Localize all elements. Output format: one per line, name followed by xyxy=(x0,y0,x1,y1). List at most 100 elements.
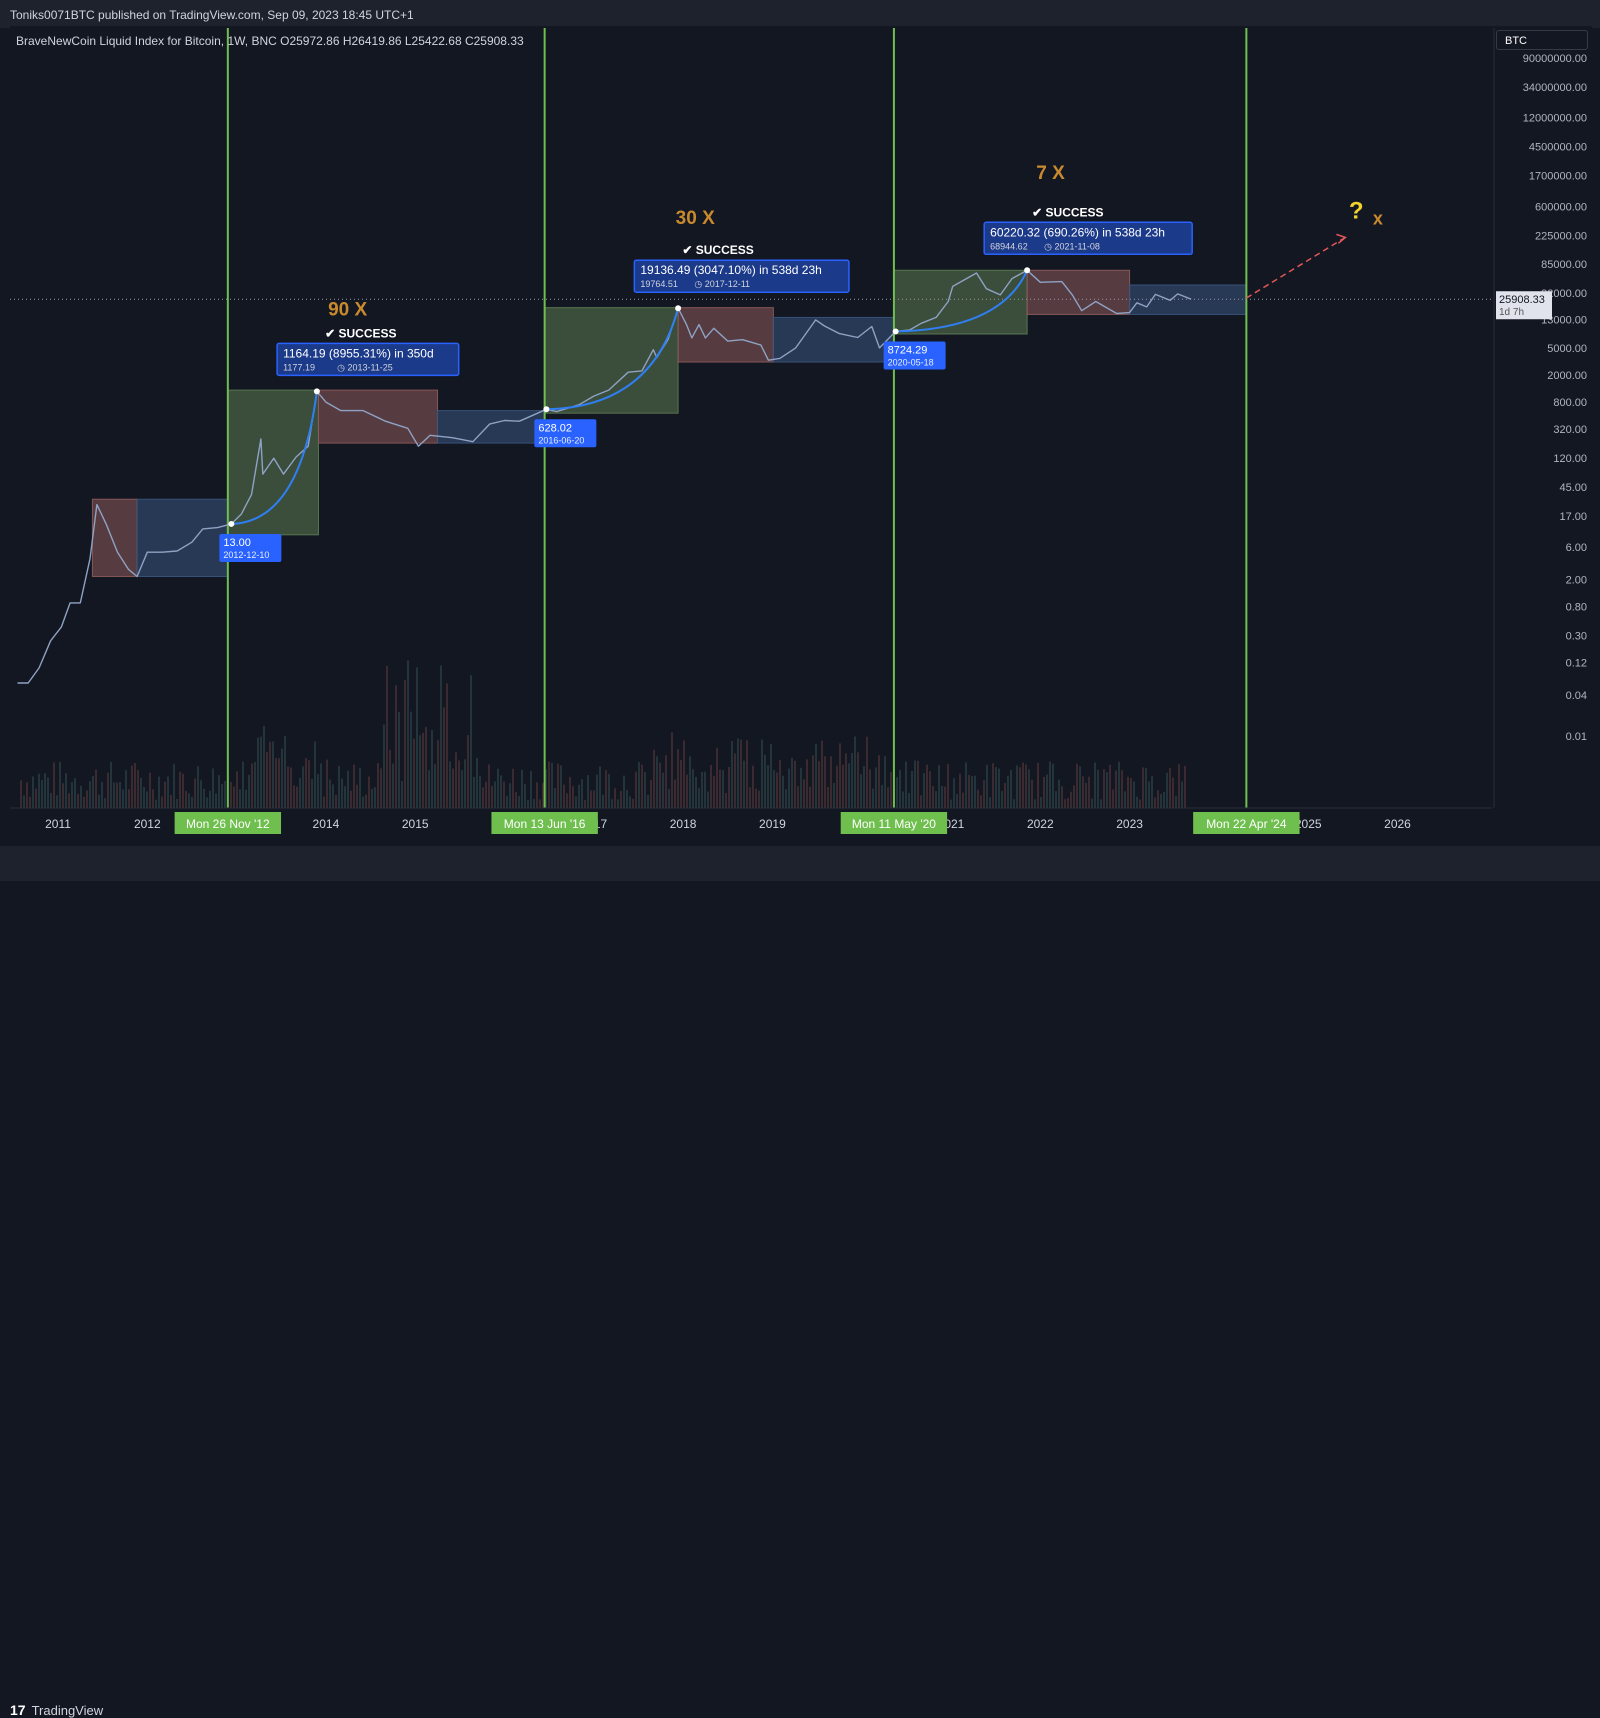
volume-bar xyxy=(1055,791,1057,808)
volume-bar xyxy=(872,788,874,808)
volume-bar xyxy=(647,794,649,808)
volume-bar xyxy=(1166,772,1168,808)
volume-bar xyxy=(101,781,103,808)
price-tick-label: 2000.00 xyxy=(1547,370,1587,382)
volume-bar xyxy=(197,766,199,808)
price-tick-label: 90000000.00 xyxy=(1523,53,1587,65)
volume-bar xyxy=(29,796,31,808)
volume-bar xyxy=(797,786,799,808)
volume-bar xyxy=(1022,762,1024,808)
volume-bar xyxy=(1136,796,1138,808)
price-chart[interactable]: 13.002012-12-10628.022016-06-208724.2920… xyxy=(0,0,1600,881)
volume-bar xyxy=(1028,769,1030,808)
volume-bar xyxy=(698,788,700,808)
volume-bar xyxy=(767,765,769,808)
volume-bar xyxy=(518,795,520,808)
volume-bar xyxy=(410,711,412,808)
price-tick-label: 1700000.00 xyxy=(1529,171,1587,183)
volume-bar xyxy=(212,768,214,808)
volume-bar xyxy=(818,761,820,808)
price-tick-label: 225000.00 xyxy=(1535,230,1587,242)
volume-bar xyxy=(650,779,652,808)
volume-bar xyxy=(1064,799,1066,808)
volume-bar xyxy=(611,799,613,808)
time-tick-label: 2014 xyxy=(313,817,340,831)
gain-label-peak: 1177.19 xyxy=(283,362,315,372)
volume-bar xyxy=(251,763,253,808)
volume-bar xyxy=(533,798,535,808)
prediction-arrow-head xyxy=(1336,233,1347,244)
volume-bar xyxy=(515,791,517,808)
volume-bar xyxy=(353,764,355,808)
volume-bar xyxy=(779,759,781,808)
volume-bar xyxy=(725,792,727,808)
volume-bar xyxy=(587,775,589,808)
volume-bar xyxy=(218,775,220,808)
volume-bar xyxy=(476,757,478,808)
prediction-x: x xyxy=(1373,208,1383,228)
tradingview-logo[interactable]: 17 TradingView xyxy=(10,1702,103,1718)
volume-bar xyxy=(500,775,502,808)
gain-label-box xyxy=(276,342,460,377)
volume-bar xyxy=(1121,770,1123,808)
volume-bar xyxy=(614,788,616,808)
gain-label-text: 1164.19 (8955.31%) in 350d xyxy=(283,346,434,360)
volume-bar xyxy=(1010,769,1012,808)
volume-bar xyxy=(653,749,655,808)
cycle-curve xyxy=(546,307,680,411)
halving-date-label: Mon 22 Apr '24 xyxy=(1206,817,1287,831)
publisher-info: Toniks0071BTC published on TradingView.c… xyxy=(10,8,414,22)
success-label: ✔ SUCCESS xyxy=(325,326,396,340)
volume-bar xyxy=(296,786,298,808)
volume-bar xyxy=(272,741,274,808)
multiplier-label: 30 X xyxy=(676,208,715,229)
low-label-value: 8724.29 xyxy=(888,344,928,356)
volume-bar xyxy=(1067,798,1069,808)
price-tick-label: 800.00 xyxy=(1553,397,1587,409)
volume-bar xyxy=(284,735,286,808)
success-label: ✔ SUCCESS xyxy=(1032,205,1103,219)
volume-bar xyxy=(305,758,307,808)
volume-bar xyxy=(1103,769,1105,808)
price-tick-label: 2.00 xyxy=(1566,574,1587,586)
current-price-countdown: 1d 7h xyxy=(1499,307,1524,318)
volume-bar xyxy=(563,784,565,808)
volume-bar xyxy=(1151,776,1153,808)
volume-bar xyxy=(971,775,973,808)
volume-bar xyxy=(584,799,586,808)
volume-bar xyxy=(470,675,472,808)
volume-bar xyxy=(314,741,316,808)
volume-bar xyxy=(287,766,289,808)
volume-bar xyxy=(788,768,790,808)
volume-bar xyxy=(191,796,193,808)
volume-bar xyxy=(794,760,796,808)
volume-bar xyxy=(107,772,109,808)
current-price-tag xyxy=(1496,291,1552,320)
volume-bar xyxy=(1160,793,1162,808)
volume-bar xyxy=(530,771,532,808)
volume-bar xyxy=(644,771,646,808)
symbol-selector[interactable]: BTC xyxy=(1496,30,1588,50)
time-tick-label: 2018 xyxy=(670,817,697,831)
volume-bar xyxy=(689,756,691,808)
volume-bar xyxy=(401,780,403,808)
volume-bar xyxy=(1112,789,1114,808)
price-tick-label: 12000000.00 xyxy=(1523,113,1587,125)
curve-start-dot xyxy=(543,406,550,413)
volume-bar xyxy=(65,773,67,808)
cycle-box-blue xyxy=(1129,284,1247,315)
volume-bar xyxy=(950,799,952,808)
volume-bar xyxy=(317,774,319,808)
price-tick-label: 13000.00 xyxy=(1541,315,1587,327)
time-tick-label: 2022 xyxy=(1027,817,1054,831)
volume-bar xyxy=(62,783,64,808)
volume-bar xyxy=(842,764,844,808)
volume-bar xyxy=(602,794,604,808)
volume-bar xyxy=(914,760,916,808)
volume-bar xyxy=(98,794,100,808)
volume-bar xyxy=(551,762,553,808)
volume-bar xyxy=(461,770,463,808)
volume-bar xyxy=(380,768,382,808)
volume-bar xyxy=(665,755,667,808)
volume-bar xyxy=(95,769,97,808)
